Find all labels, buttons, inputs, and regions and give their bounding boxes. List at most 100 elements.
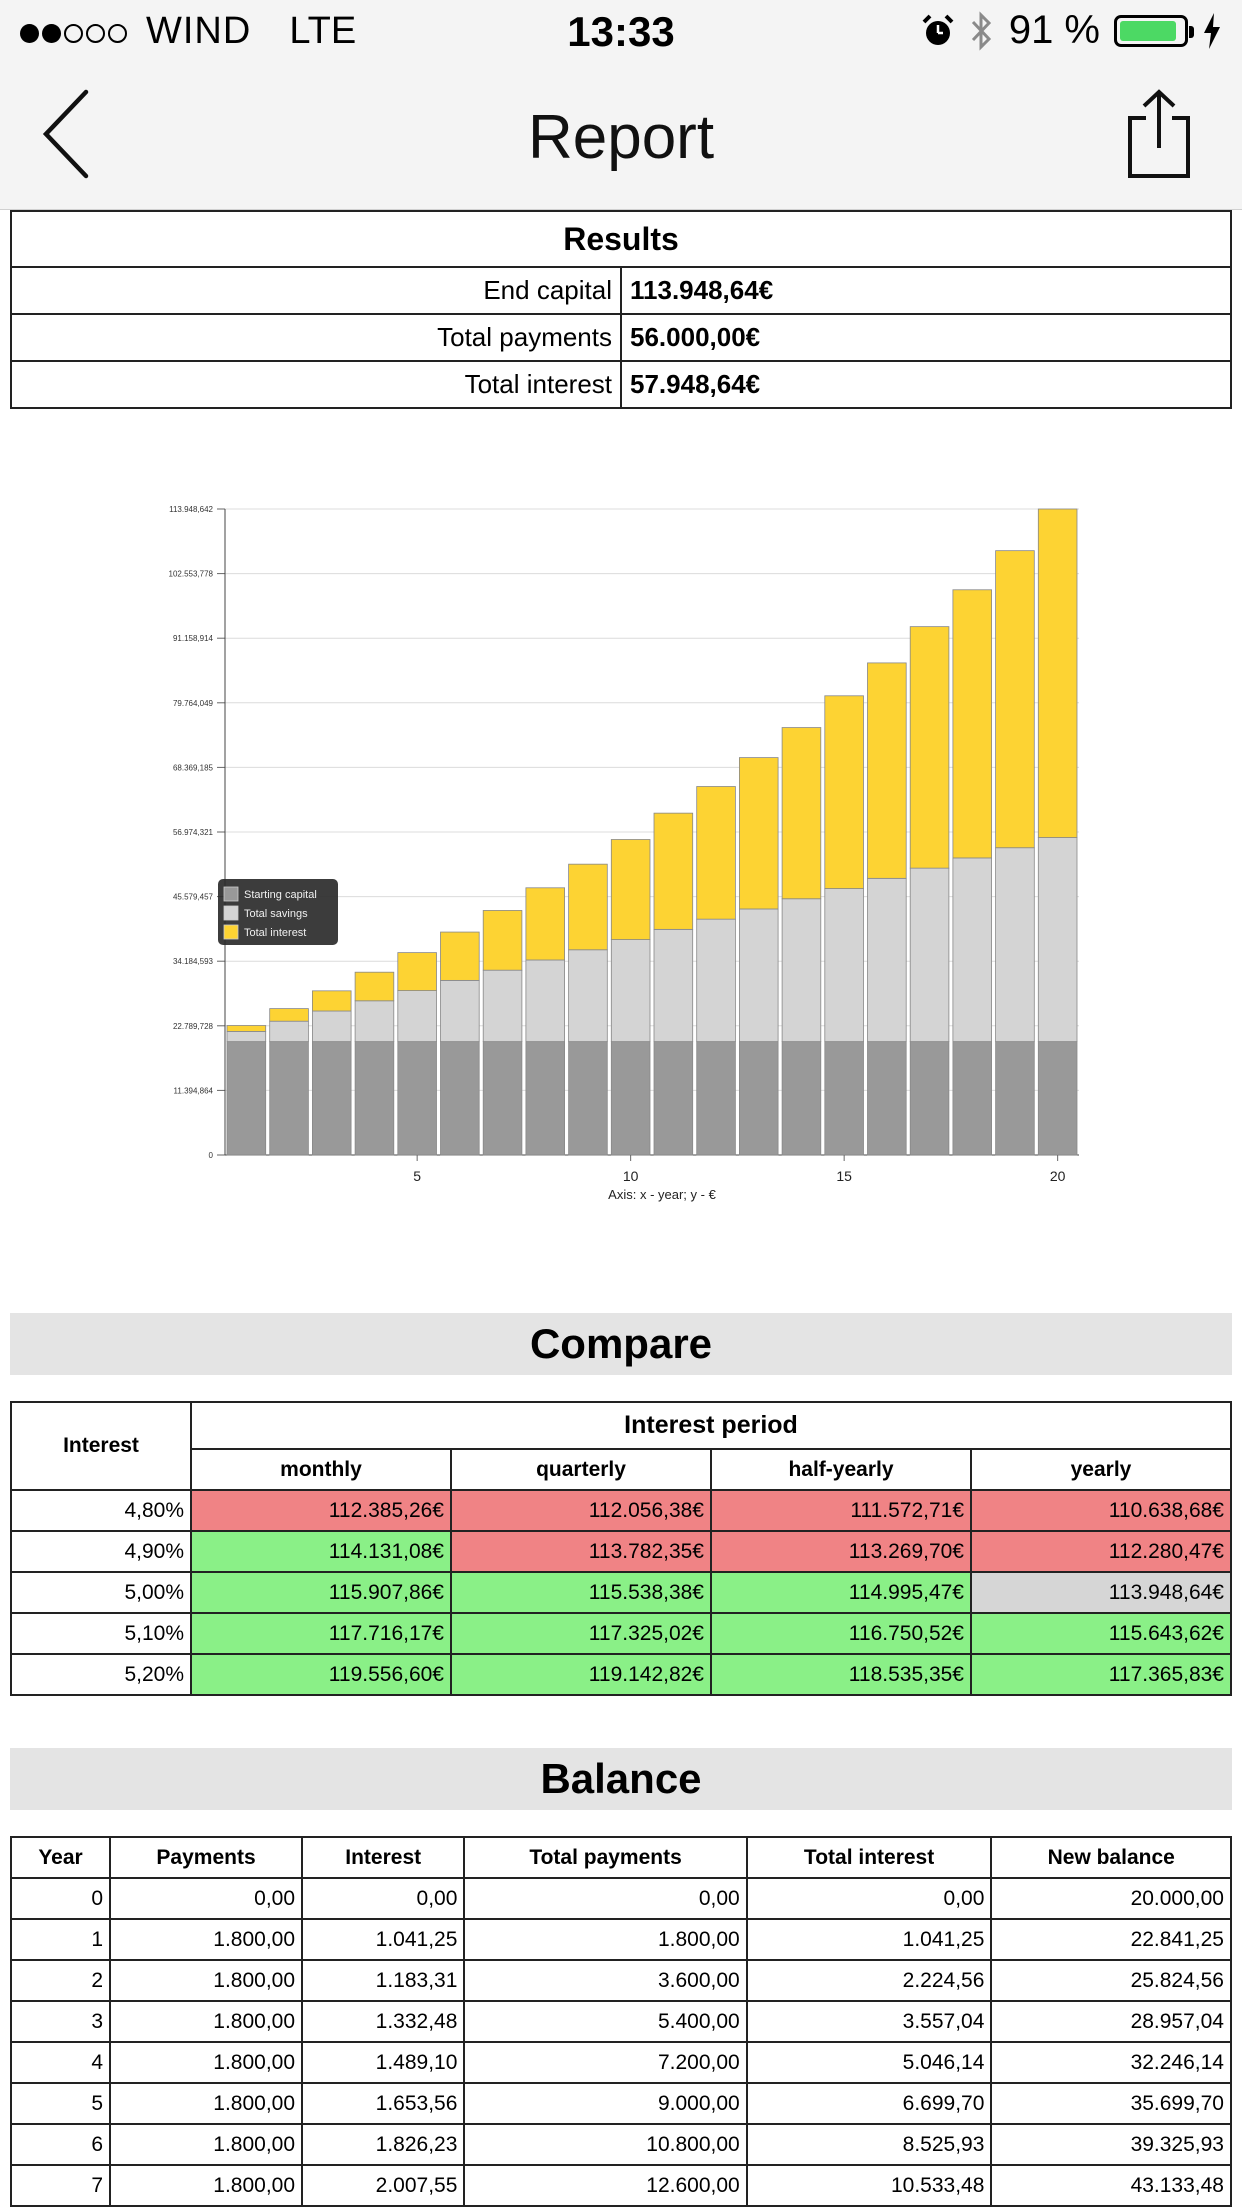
chart-y-tick-label: 79.764,049 [173,699,214,708]
chart-bar-total-interest [867,662,907,879]
chart-bar-total-interest [354,971,395,1002]
chart-bar-total-savings [1037,837,1078,1043]
compare-column-header: yearly [970,1448,1232,1491]
compare-cell: 118.535,35€ [710,1653,972,1696]
chart-legend-swatch [223,924,239,940]
compare-period-header: Interest period [190,1401,1232,1450]
results-value: 57.948,64€ [620,360,1232,409]
balance-table: Year Payments Interest Total payments Total … [9,1836,1232,2207]
chart-y-tick-label: 22.789,728 [173,1022,214,1031]
balance-cell: 20.000,00 [990,1877,1232,1920]
balance-section-title: Balance [10,1748,1232,1810]
signal-dot [20,24,39,43]
chart-bar-total-interest [269,1008,309,1022]
chart-y-tick-label: 102.553,778 [169,570,214,579]
results-label: End capital [10,266,622,315]
chart-bar-total-savings [995,847,1035,1043]
balance-column-header: Total payments [463,1836,748,1879]
compare-cell: 117.365,83€ [970,1653,1232,1696]
chart-bar-starting-capital [995,1041,1035,1156]
balance-cell: 1.332,48 [301,2000,466,2043]
compare-cell: 115.907,86€ [190,1571,452,1614]
signal-strength-icon [20,10,130,53]
balance-cell: 2 [9,1959,112,2002]
compare-cell: 114.995,47€ [710,1571,972,1614]
compare-cell: 113.782,35€ [450,1530,712,1573]
balance-row: 0 0,00 0,00 0,00 0,00 20.000,00 [9,1877,1232,1920]
balance-row: 4 1.800,00 1.489,10 7.200,00 5.046,14 32.246,… [9,2041,1232,2084]
compare-cell: 119.142,82€ [450,1653,712,1696]
compare-cell: 112.385,26€ [190,1489,452,1532]
compare-rate: 4,90% [10,1530,192,1573]
chart-bar-starting-capital [781,1041,822,1156]
chart-legend-swatch [223,886,239,902]
results-table: Results End capital 113.948,64€ Total paym… [10,210,1232,409]
chart-bar-total-interest [482,910,523,971]
compare-table: Interest Interest period monthly quarterl… [10,1401,1232,1696]
chart-bar-total-savings [781,898,822,1043]
balance-cell: 9.000,00 [463,2082,748,2125]
compare-row: 4,90% 114.131,08€ 113.782,35€ 113.269,70€ 11… [10,1530,1232,1573]
status-left: WIND LTE [20,10,356,53]
balance-cell: 1.489,10 [301,2041,466,2084]
balance-cell: 5.400,00 [463,2000,748,2043]
chart-bar-starting-capital [696,1041,736,1156]
chart-y-tick-label: 68.369,185 [173,763,214,772]
chart-legend-label: Total savings [244,908,308,920]
results-row: Total payments 56.000,00€ [10,313,1232,362]
chart-bar-starting-capital [610,1041,651,1156]
balance-row: 3 1.800,00 1.332,48 5.400,00 3.557,04 28.957,… [9,2000,1232,2043]
chart-x-tick-label: 5 [413,1168,421,1184]
chart-y-tick-label: 45.579,457 [173,893,214,902]
chart-bar-total-savings [610,939,651,1043]
balance-cell: 2.007,55 [301,2164,466,2207]
share-icon[interactable] [1126,88,1192,180]
status-right: 91 % [921,8,1222,53]
balance-cell: 4 [9,2041,112,2084]
charging-bolt-icon [1204,12,1220,49]
compare-cell: 116.750,52€ [710,1612,972,1655]
signal-dot [64,24,83,43]
balance-column-header: Payments [109,1836,304,1879]
balance-cell: 43.133,48 [990,2164,1232,2207]
chart-y-tick-label: 11.394,864 [174,1086,214,1095]
navigation-bar: Report [0,62,1242,210]
balance-cell: 3.600,00 [463,1959,748,2002]
balance-cell: 6.699,70 [745,2082,993,2125]
chart-y-tick-label: 56.974,321 [173,828,214,837]
results-heading: Results [10,210,1232,268]
balance-column-header: Interest [301,1836,466,1879]
battery-level [1120,20,1177,41]
balance-cell: 25.824,56 [990,1959,1232,2002]
balance-cell: 8.525,93 [745,2123,993,2166]
balance-cell: 1.653,56 [301,2082,466,2125]
compare-row: 4,80% 112.385,26€ 112.056,38€ 111.572,71€ 11… [10,1489,1232,1532]
balance-cell: 1.041,25 [301,1918,466,1961]
bluetooth-icon [971,10,991,51]
chart-bar-total-savings [867,877,907,1043]
chart-legend-swatch [223,905,239,921]
results-value: 56.000,00€ [620,313,1232,362]
chart-bar-total-interest [1037,508,1078,838]
chart-bar-starting-capital [397,1041,437,1156]
alarm-clock-icon [922,14,954,45]
signal-dot [42,24,61,43]
chart-bar-total-savings [739,908,779,1043]
balance-cell: 7.200,00 [463,2041,748,2084]
chart-x-tick-label: 15 [836,1168,852,1184]
balance-cell: 1.800,00 [109,2164,304,2207]
compare-rate: 4,80% [10,1489,192,1532]
chart-bar-starting-capital [568,1041,608,1156]
chart-bar-total-savings [568,949,608,1043]
chart-bar-total-interest [397,952,437,991]
chart-bar-total-interest [781,727,822,900]
compare-column-header: monthly [190,1448,452,1491]
signal-dot [108,24,127,43]
chart-bar-starting-capital [440,1041,480,1156]
balance-cell: 0,00 [463,1877,748,1920]
back-chevron-icon[interactable] [38,86,98,182]
compare-cell: 115.643,62€ [970,1612,1232,1655]
compare-section-title: Compare [10,1313,1232,1375]
compare-row: 5,00% 115.907,86€ 115.538,38€ 114.995,47€ 11… [10,1571,1232,1614]
chart-y-tick-label: 91.158,914 [173,634,214,643]
